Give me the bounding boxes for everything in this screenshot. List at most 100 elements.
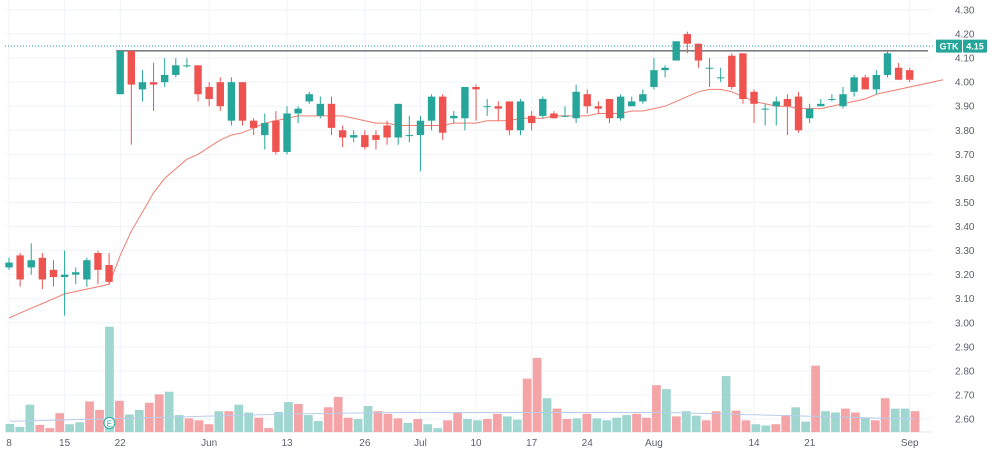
candle	[350, 130, 358, 143]
volume-bar	[741, 420, 751, 432]
volume-bar	[194, 420, 204, 432]
candle	[5, 257, 13, 270]
candle-body	[494, 106, 502, 109]
volume-bar	[781, 415, 791, 432]
candle	[216, 77, 224, 112]
candle-body	[817, 103, 825, 107]
volume-bar	[35, 424, 45, 432]
candle	[817, 99, 825, 107]
candle-body	[350, 135, 358, 138]
volume-bar	[572, 418, 582, 432]
volume-bar	[811, 365, 820, 432]
candle	[828, 94, 836, 102]
volume-bar	[652, 385, 661, 432]
candle-body	[16, 255, 24, 280]
candle-body	[883, 53, 892, 75]
candle-body	[438, 96, 447, 133]
candle	[438, 94, 447, 140]
candle-body	[728, 55, 736, 87]
volume-bar	[841, 408, 850, 432]
candle-body	[772, 101, 780, 107]
candle	[583, 89, 591, 114]
volume-bar	[681, 411, 691, 432]
volume-bar	[214, 411, 224, 432]
candle	[739, 53, 747, 104]
candle-body	[605, 99, 614, 119]
candle-body	[850, 77, 858, 92]
candle-body	[639, 94, 647, 102]
volume-bar	[910, 411, 920, 432]
candle-body	[60, 274, 69, 278]
candle	[461, 86, 469, 131]
date-tick-label: 15	[59, 438, 71, 449]
candle-body	[550, 113, 558, 119]
candle-body	[138, 82, 147, 90]
volume-bar	[502, 416, 512, 432]
candle	[572, 84, 580, 124]
volume-bar	[254, 417, 263, 432]
candle-body	[894, 67, 903, 80]
candle-body	[116, 50, 124, 95]
candle-body	[661, 67, 669, 71]
volume-bar	[45, 428, 55, 432]
candle-body	[338, 130, 347, 138]
candle	[238, 82, 247, 126]
candle	[416, 115, 425, 172]
candle-body	[405, 135, 414, 137]
earnings-marker-letter: E	[107, 420, 112, 429]
date-tick-label: 14	[748, 438, 760, 449]
candle-body	[149, 82, 158, 85]
candle-body	[572, 91, 580, 119]
candle	[605, 99, 614, 124]
candle	[83, 257, 91, 287]
volume-bar	[612, 417, 622, 432]
candle-body	[194, 65, 202, 95]
volume-bar	[353, 419, 363, 432]
candle-body	[616, 96, 625, 119]
price-tick-label: 3.50	[955, 198, 975, 209]
volume-bar	[632, 413, 641, 432]
volume-bar	[413, 419, 423, 432]
candle	[516, 99, 525, 136]
volume-bar	[15, 426, 25, 432]
volume-bar	[691, 415, 701, 432]
volume-bar	[602, 420, 612, 432]
volume-bar	[184, 418, 194, 432]
volume-bar	[671, 416, 681, 432]
candle-body	[705, 67, 714, 69]
volume-bar	[134, 409, 144, 432]
volume-bar	[831, 412, 840, 432]
candle-body	[283, 113, 291, 152]
volume-bar	[453, 412, 462, 432]
price-tick-label: 3.80	[955, 126, 975, 137]
price-tick-label: 3.90	[955, 102, 975, 113]
candle-body	[49, 269, 58, 278]
candle	[539, 96, 547, 119]
volume-bar	[333, 396, 343, 432]
candles	[5, 31, 914, 316]
candle-body	[5, 262, 13, 268]
candle-body	[739, 53, 747, 100]
date-tick-label: 21	[804, 438, 816, 449]
volume-bar	[85, 401, 94, 432]
price-tick-label: 3.30	[955, 246, 975, 257]
volume-bar	[701, 420, 711, 432]
candle-body	[561, 115, 569, 117]
volume-bar	[801, 421, 810, 432]
volume-bar	[562, 419, 572, 432]
price-axis: 4.30 4.20 4.10 4.00 3.90 3.80 3.70 3.60 3.50 3.40…	[955, 6, 975, 426]
date-tick-label: Aug	[645, 438, 663, 449]
candle-body	[172, 65, 180, 75]
price-tick-label: 3.60	[955, 174, 975, 185]
volume-bar	[443, 420, 452, 432]
volume-bar	[174, 415, 184, 432]
candle	[105, 252, 113, 285]
last-price-badge	[963, 39, 987, 53]
candle	[272, 111, 280, 155]
candle	[338, 125, 347, 148]
volume-bar	[751, 424, 761, 432]
candle-body	[272, 120, 280, 152]
candle-body	[906, 70, 914, 80]
candle	[116, 50, 124, 95]
